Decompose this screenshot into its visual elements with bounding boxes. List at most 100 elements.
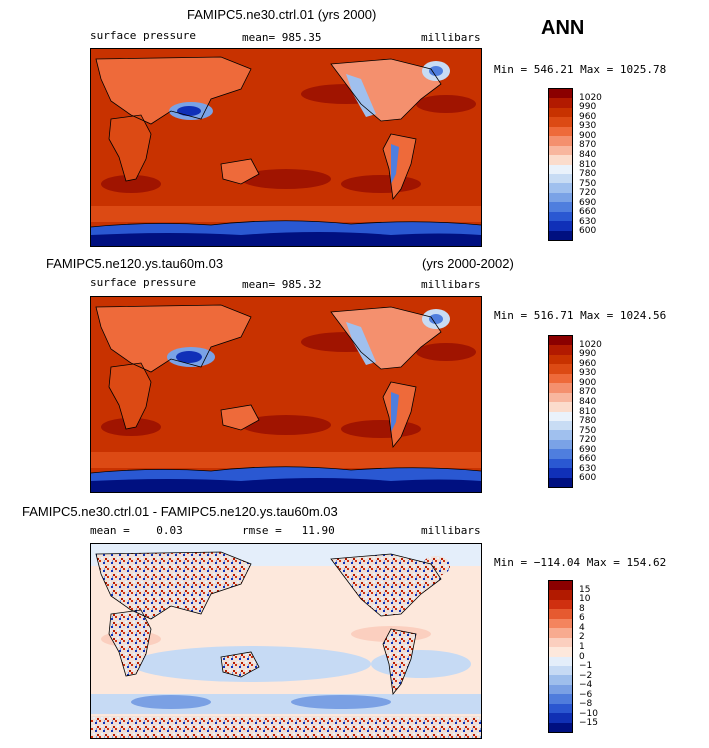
colorbar-swatch: [549, 703, 572, 714]
panel-1-minmax: Min = 546.21 Max = 1025.78: [494, 63, 667, 76]
colorbar-tick-label: 900: [579, 377, 597, 388]
colorbar-swatch: [549, 145, 572, 156]
panel-2-colorbar-strip: [548, 335, 573, 488]
panel-2-units: millibars: [421, 278, 481, 291]
colorbar-swatch: [549, 173, 572, 184]
colorbar-tick-label: 1020: [579, 92, 602, 103]
colorbar-swatch: [549, 202, 572, 212]
colorbar-tick-label: 750: [579, 425, 597, 436]
colorbar-tick-label: 630: [579, 216, 597, 227]
colorbar-swatch: [549, 647, 572, 657]
panel-3-title: FAMIPC5.ne30.ctrl.01 - FAMIPC5.ne120.ys.…: [22, 504, 338, 519]
colorbar-tick-label: 870: [579, 140, 597, 151]
panel-3-colorbar-strip: [548, 580, 573, 733]
colorbar-tick-label: 630: [579, 463, 597, 474]
colorbar-tick-label: 0: [579, 651, 585, 662]
colorbar-swatch: [549, 430, 572, 440]
panel-1-colorbar-strip: [548, 88, 573, 241]
colorbar-swatch: [549, 107, 572, 118]
colorbar-swatch: [549, 477, 572, 487]
panel-1-title: FAMIPC5.ne30.ctrl.01 (yrs 2000): [187, 7, 377, 22]
panel-2-title: FAMIPC5.ne120.ys.tau60m.03: [46, 256, 224, 271]
colorbar-swatch: [549, 722, 572, 732]
colorbar-tick-label: 660: [579, 454, 597, 465]
colorbar-tick-label: 840: [579, 149, 597, 160]
colorbar-swatch: [549, 373, 572, 384]
colorbar-swatch: [549, 656, 572, 666]
panel-1-map: [90, 48, 482, 247]
panel-3-map: [90, 543, 482, 739]
panel-3-mean: mean = 0.03: [90, 524, 183, 537]
colorbar-tick-label: 6: [579, 613, 585, 624]
colorbar-tick-label: 2: [579, 632, 585, 643]
colorbar-swatch: [549, 449, 572, 459]
panel-1-mean: mean= 985.35: [242, 31, 322, 44]
colorbar-swatch: [549, 684, 572, 695]
colorbar-swatch: [549, 713, 572, 723]
colorbar-tick-label: 720: [579, 188, 597, 199]
panel-1-units: millibars: [421, 31, 481, 44]
colorbar-tick-label: −2: [579, 670, 593, 681]
colorbar-tick-label: 930: [579, 368, 597, 379]
colorbar-swatch: [549, 126, 572, 137]
colorbar-tick-label: −1: [579, 661, 593, 672]
colorbar-swatch: [549, 364, 572, 374]
colorbar-tick-label: 8: [579, 603, 585, 614]
colorbar-tick-label: 780: [579, 416, 597, 427]
colorbar-swatch: [549, 694, 572, 704]
colorbar-swatch: [549, 665, 572, 676]
colorbar-swatch: [549, 581, 572, 591]
panel-1-variable: surface pressure: [90, 29, 196, 42]
colorbar-swatch: [549, 609, 572, 619]
colorbar-tick-label: −15: [579, 718, 598, 729]
colorbar-tick-label: 810: [579, 406, 597, 417]
panel-2-years: (yrs 2000-2002): [422, 256, 514, 271]
colorbar-tick-label: 10: [579, 594, 591, 605]
colorbar-swatch: [549, 599, 572, 610]
colorbar-swatch: [549, 221, 572, 231]
colorbar-tick-label: 690: [579, 444, 597, 455]
colorbar-swatch: [549, 192, 572, 203]
colorbar-swatch: [549, 136, 572, 146]
colorbar-tick-label: 4: [579, 622, 585, 633]
colorbar-swatch: [549, 89, 572, 99]
colorbar-tick-label: 690: [579, 197, 597, 208]
colorbar-swatch: [549, 336, 572, 346]
colorbar-tick-label: 1020: [579, 339, 602, 350]
colorbar-swatch: [549, 383, 572, 393]
colorbar-tick-label: 960: [579, 111, 597, 122]
panel-2-mean: mean= 985.32: [242, 278, 322, 291]
colorbar-tick-label: 930: [579, 121, 597, 132]
colorbar-swatch: [549, 628, 572, 638]
colorbar-tick-label: 870: [579, 387, 597, 398]
panel-2-variable: surface pressure: [90, 276, 196, 289]
colorbar-tick-label: 720: [579, 435, 597, 446]
colorbar-swatch: [549, 420, 572, 431]
colorbar-swatch: [549, 392, 572, 403]
colorbar-tick-label: 990: [579, 349, 597, 360]
colorbar-swatch: [549, 675, 572, 685]
colorbar-swatch: [549, 98, 572, 108]
colorbar-tick-label: 600: [579, 473, 597, 484]
colorbar-swatch: [549, 345, 572, 355]
colorbar-tick-label: −10: [579, 708, 598, 719]
colorbar-swatch: [549, 354, 572, 365]
panel-2-map: [90, 296, 482, 493]
colorbar-tick-label: 660: [579, 207, 597, 218]
colorbar-tick-label: 1: [579, 641, 585, 652]
colorbar-tick-label: 840: [579, 396, 597, 407]
colorbar-tick-label: −4: [579, 680, 593, 691]
colorbar-swatch: [549, 155, 572, 165]
colorbar-swatch: [549, 230, 572, 240]
colorbar-swatch: [549, 439, 572, 450]
colorbar-tick-label: 600: [579, 226, 597, 237]
colorbar-swatch: [549, 402, 572, 412]
colorbar-tick-label: −8: [579, 699, 593, 710]
colorbar-tick-label: 750: [579, 178, 597, 189]
season-label: ANN: [541, 17, 585, 39]
colorbar-tick-label: 900: [579, 130, 597, 141]
colorbar-tick-label: −6: [579, 689, 593, 700]
colorbar-swatch: [549, 618, 572, 629]
colorbar-swatch: [549, 468, 572, 478]
colorbar-tick-label: 15: [579, 584, 591, 595]
